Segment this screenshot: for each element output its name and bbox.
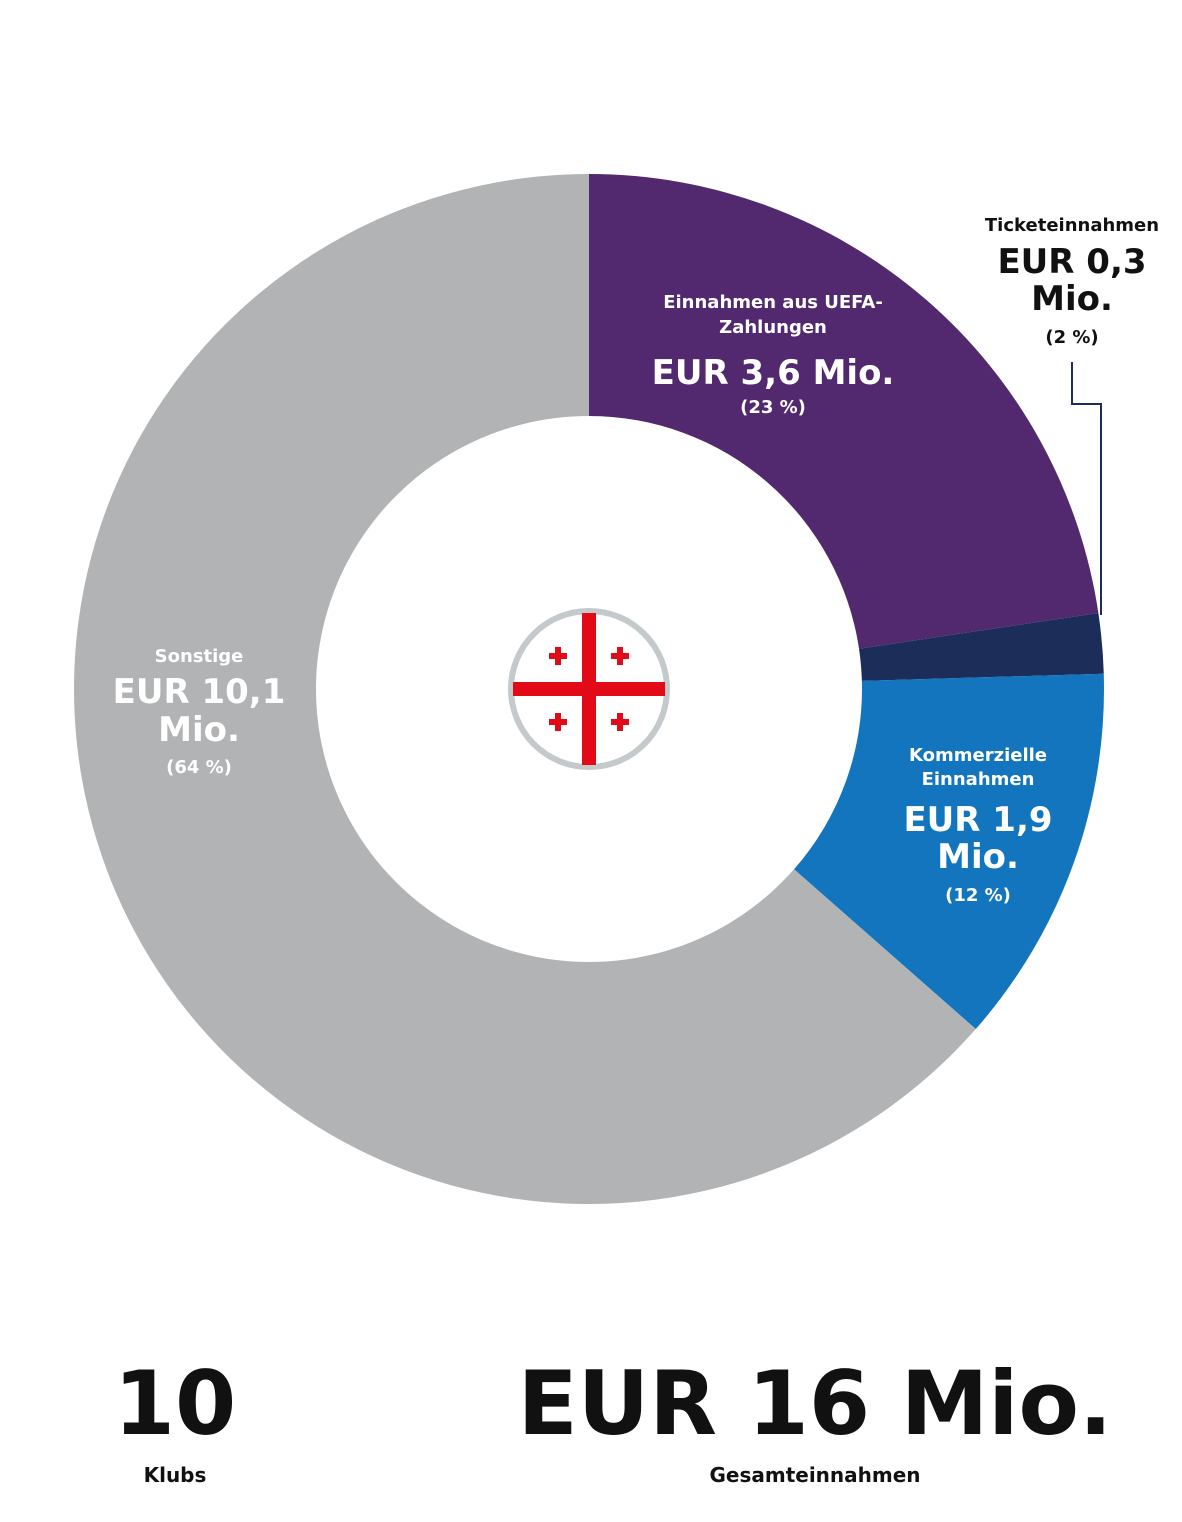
segment-name: Kommerzielle Einnahmen (909, 745, 1047, 790)
segment-percent: (12 %) (945, 885, 1011, 906)
flag-emblem (508, 608, 670, 770)
clubs-count: 10 (113, 1352, 237, 1455)
total-value: EUR 16 Mio. (517, 1352, 1113, 1455)
donut-segment (859, 612, 1104, 681)
segment-value: EUR 10,1 Mio. (112, 672, 286, 750)
segment-value: EUR 0,3 Mio. (997, 242, 1147, 319)
clubs-caption: Klubs (143, 1463, 207, 1487)
segment-name: Sonstige (154, 646, 244, 667)
donut-segment (794, 673, 1104, 1030)
donut-segment (589, 174, 1099, 649)
segment-name: Ticketeinnahmen (984, 215, 1160, 236)
segment-percent: (2 %) (1045, 327, 1099, 348)
donut-segment (74, 174, 976, 1204)
segment-name: Einnahmen aus UEFA-Zahlungen (663, 292, 883, 338)
segment-percent: (64 %) (166, 757, 232, 778)
donut (74, 174, 1104, 1204)
segment-value: EUR 3,6 Mio. (651, 353, 895, 393)
segment-percent: (23 %) (740, 397, 806, 418)
segment-value: EUR 1,9 Mio. (903, 800, 1053, 877)
leader-line (1071, 362, 1102, 615)
total-caption: Gesamteinnahmen (709, 1463, 921, 1487)
